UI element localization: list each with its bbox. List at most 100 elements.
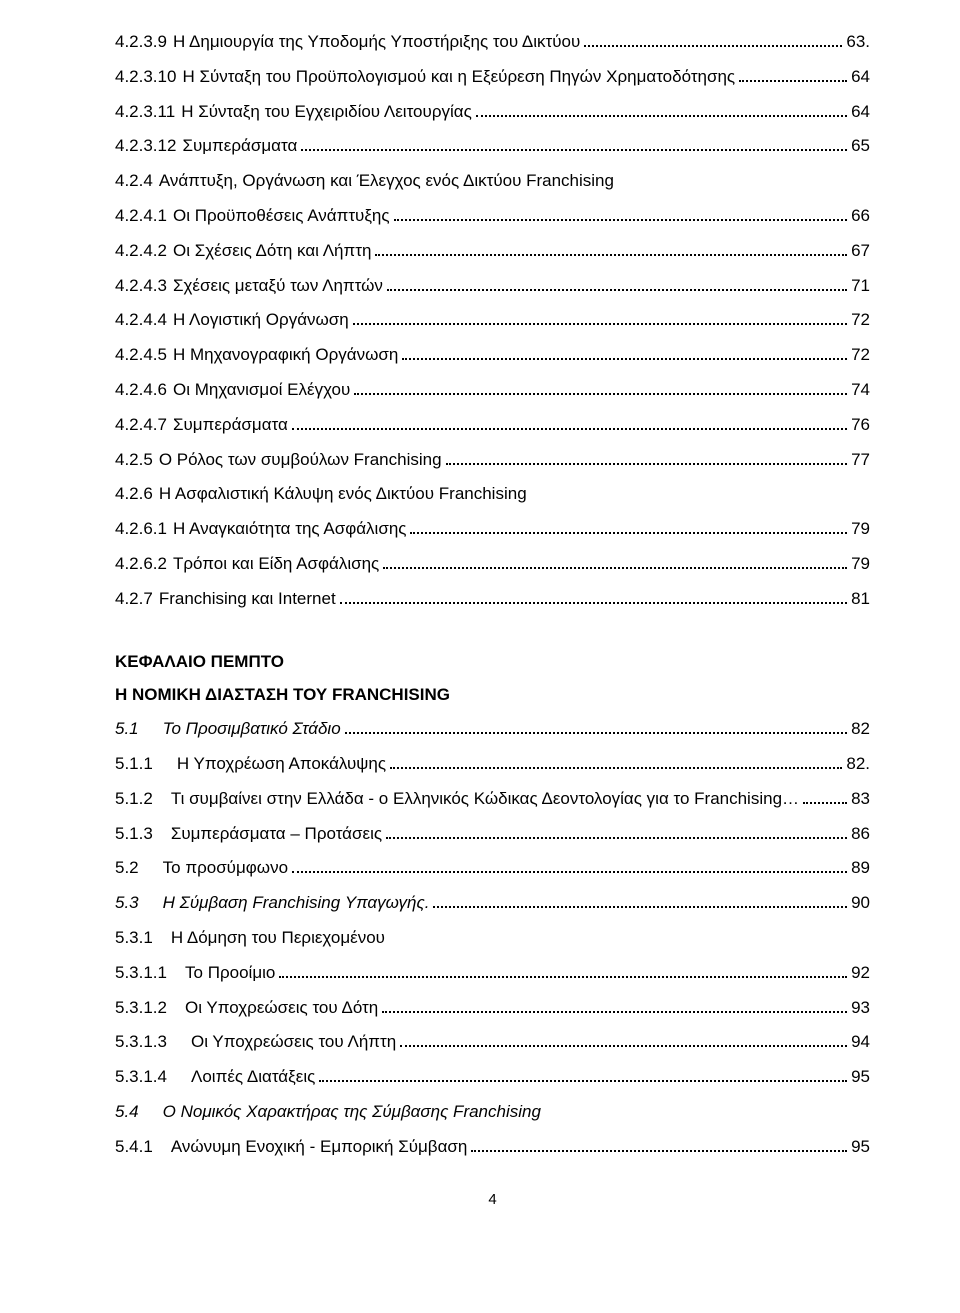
chapter-5-heading: ΚΕΦΑΛΑΙΟ ΠΕΜΠΤΟ bbox=[115, 650, 870, 674]
toc-block-2: 5.1 Το Προσιμβατικό Στάδιο 82 5.1.1 Η Υποχρέ… bbox=[115, 717, 870, 1158]
toc-entry-page: 82. bbox=[846, 752, 870, 776]
toc-entry-title: Franchising και Internet bbox=[159, 587, 336, 611]
toc-entry-title: Το Προοίμιο bbox=[185, 961, 275, 985]
toc-leader-dots bbox=[383, 554, 847, 569]
toc-entry-number: 5.3.1.2 bbox=[115, 996, 167, 1020]
toc-entry-title: Ο Ρόλος των συμβούλων Franchising bbox=[159, 448, 442, 472]
toc-entry-number: 4.2.4.3 bbox=[115, 274, 167, 298]
toc-entry-title: Οι Μηχανισμοί Ελέγχου bbox=[173, 378, 350, 402]
toc-entry-number: 4.2.3.10 bbox=[115, 65, 176, 89]
toc-entry: 4.2.3.12Συμπεράσματα 65 bbox=[115, 134, 870, 158]
toc-entry-number: 4.2.7 bbox=[115, 587, 153, 611]
toc-entry-number: 4.2.3.12 bbox=[115, 134, 176, 158]
toc-entry-title: Η Λογιστική Οργάνωση bbox=[173, 308, 349, 332]
toc-leader-dots bbox=[353, 310, 847, 325]
toc-entry-number: 4.2.6 bbox=[115, 482, 153, 506]
toc-entry-title: Η Ασφαλιστική Κάλυψη ενός Δικτύου Franch… bbox=[159, 482, 527, 506]
chapter-5-subheading: Η ΝΟΜΙΚΗ ΔΙΑΣΤΑΣΗ ΤΟΥ FRANCHISING bbox=[115, 683, 870, 707]
toc-entry-number: 5.1.1 bbox=[115, 752, 153, 776]
toc-entry: 4.2.4.6Οι Μηχανισμοί Ελέγχου74 bbox=[115, 378, 870, 402]
toc-entry-page: 93 bbox=[851, 996, 870, 1020]
toc-entry: 4.2.5Ο Ρόλος των συμβούλων Franchising77 bbox=[115, 448, 870, 472]
toc-entry-page: 82 bbox=[851, 717, 870, 741]
toc-entry: 5.3.1.4 Λοιπές Διατάξεις 95 bbox=[115, 1065, 870, 1089]
toc-leader-dots bbox=[394, 206, 847, 221]
toc-entry: 4.2.3.11Η Σύνταξη του Εγχειριδίου Λειτου… bbox=[115, 100, 870, 124]
toc-entry-page: 94 bbox=[851, 1030, 870, 1054]
toc-entry-title: Η Υποχρέωση Αποκάλυψης bbox=[177, 752, 386, 776]
toc-leader-dots bbox=[402, 345, 847, 360]
toc-entry-title: Τι συμβαίνει στην Ελλάδα - ο Ελληνικός Κ… bbox=[171, 787, 782, 811]
toc-leader-dots bbox=[345, 719, 847, 734]
toc-entry-page: 89 bbox=[851, 856, 870, 880]
toc-leader-dots bbox=[375, 240, 847, 255]
toc-entry-number: 5.3.1.1 bbox=[115, 961, 167, 985]
toc-leader-dots bbox=[292, 414, 847, 429]
toc-entry-title: Συμπεράσματα bbox=[173, 413, 288, 437]
toc-entry: 5.3.1.2Οι Υποχρεώσεις του Δότη93 bbox=[115, 996, 870, 1020]
toc-leader-dots bbox=[476, 101, 847, 116]
toc-leader-dots bbox=[410, 519, 847, 534]
toc-entry-page: 81 bbox=[851, 587, 870, 611]
toc-leader-dots bbox=[301, 136, 847, 151]
toc-entry-page: 66 bbox=[851, 204, 870, 228]
toc-entry-page: 79 bbox=[851, 517, 870, 541]
toc-entry-title: Τρόποι και Είδη Ασφάλισης bbox=[173, 552, 379, 576]
toc-entry-title: Η Σύνταξη του Προϋπολογισμού και η Εξεύρ… bbox=[182, 65, 735, 89]
toc-entry: 5.3.1.3Οι Υποχρεώσεις του Λήπτη94 bbox=[115, 1030, 870, 1054]
toc-entry-number: 5.3.1.4 bbox=[115, 1065, 167, 1089]
toc-leader-dots bbox=[471, 1136, 847, 1151]
toc-leader-dots bbox=[354, 380, 847, 395]
toc-entry-title: Ανώνυμη Ενοχική - Εμπορική Σύμβαση bbox=[171, 1135, 468, 1159]
toc-entry: 5.1.3Συμπεράσματα – Προτάσεις86 bbox=[115, 822, 870, 846]
toc-entry-page: 71 bbox=[851, 274, 870, 298]
toc-entry-title: Ανάπτυξη, Οργάνωση και Έλεγχος ενός Δικτ… bbox=[159, 169, 614, 193]
toc-entry: 5.4.1Ανώνυμη Ενοχική - Εμπορική Σύμβαση9… bbox=[115, 1135, 870, 1159]
toc-entry-number: 5.1 bbox=[115, 717, 139, 741]
toc-leader-dots bbox=[387, 275, 847, 290]
toc-entry-title: Η Σύμβαση Franchising Υπαγωγής. bbox=[163, 891, 430, 915]
toc-leader-dots bbox=[319, 1067, 847, 1082]
toc-leader-dots bbox=[446, 449, 848, 464]
toc-entry: 5.3Η Σύμβαση Franchising Υπαγωγής.90 bbox=[115, 891, 870, 915]
section-gap bbox=[115, 622, 870, 650]
toc-entry: 5.2 Το προσύμφωνο 89 bbox=[115, 856, 870, 880]
toc-entry-title: Το Προσιμβατικό Στάδιο bbox=[163, 717, 341, 741]
toc-entry-title: Συμπεράσματα – Προτάσεις bbox=[171, 822, 382, 846]
toc-entry: 4.2.4.2Οι Σχέσεις Δότη και Λήπτη67 bbox=[115, 239, 870, 263]
toc-entry: 4.2.4.3Σχέσεις μεταξύ των Ληπτών 71 bbox=[115, 274, 870, 298]
toc-entry-title: Οι Προϋποθέσεις Ανάπτυξης bbox=[173, 204, 390, 228]
toc-entry-number: 4.2.4.1 bbox=[115, 204, 167, 228]
toc-entry-title: Συμπεράσματα bbox=[182, 134, 297, 158]
toc-entry-page: 64 bbox=[851, 65, 870, 89]
toc-entry: 4.2.6Η Ασφαλιστική Κάλυψη ενός Δικτύου F… bbox=[115, 482, 870, 506]
toc-entry-page: 76 bbox=[851, 413, 870, 437]
toc-entry-number: 5.4 bbox=[115, 1100, 139, 1124]
toc-leader-dots bbox=[279, 962, 847, 977]
toc-entry-page: 86 bbox=[851, 822, 870, 846]
toc-leader-dots bbox=[584, 32, 842, 47]
toc-entry: 4.2.6.2Τρόποι και Είδη Ασφάλισης 79 bbox=[115, 552, 870, 576]
toc-entry-title: Η Δόμηση του Περιεχομένου bbox=[171, 926, 385, 950]
toc-entry-page: 83 bbox=[851, 787, 870, 811]
toc-entry-number: 4.2.5 bbox=[115, 448, 153, 472]
toc-entry-number: 4.2.6.2 bbox=[115, 552, 167, 576]
toc-entry-title: Σχέσεις μεταξύ των Ληπτών bbox=[173, 274, 383, 298]
toc-entry-page: 95 bbox=[851, 1065, 870, 1089]
toc-entry: 4.2.7Franchising και Internet 81 bbox=[115, 587, 870, 611]
toc-leader-dots bbox=[382, 997, 847, 1012]
toc-entry-page: 79 bbox=[851, 552, 870, 576]
page-number: 4 bbox=[115, 1189, 870, 1210]
toc-entry: 4.2.3.9Η Δημιουργία της Υποδομής Υποστήρ… bbox=[115, 30, 870, 54]
toc-entry-title: Οι Υποχρεώσεις του Λήπτη bbox=[191, 1030, 396, 1054]
toc-entry-number: 5.2 bbox=[115, 856, 139, 880]
toc-entry: 5.3.1Η Δόμηση του Περιεχομένου bbox=[115, 926, 870, 950]
toc-entry-title: Το προσύμφωνο bbox=[163, 856, 288, 880]
toc-leader-dots bbox=[386, 823, 847, 838]
toc-dots-prefix: … bbox=[782, 787, 799, 811]
toc-leader-dots bbox=[292, 858, 847, 873]
toc-entry-title: Λοιπές Διατάξεις bbox=[191, 1065, 315, 1089]
toc-entry-page: 72 bbox=[851, 343, 870, 367]
toc-entry-page: 65 bbox=[851, 134, 870, 158]
toc-entry-title: Η Μηχανογραφική Οργάνωση bbox=[173, 343, 398, 367]
